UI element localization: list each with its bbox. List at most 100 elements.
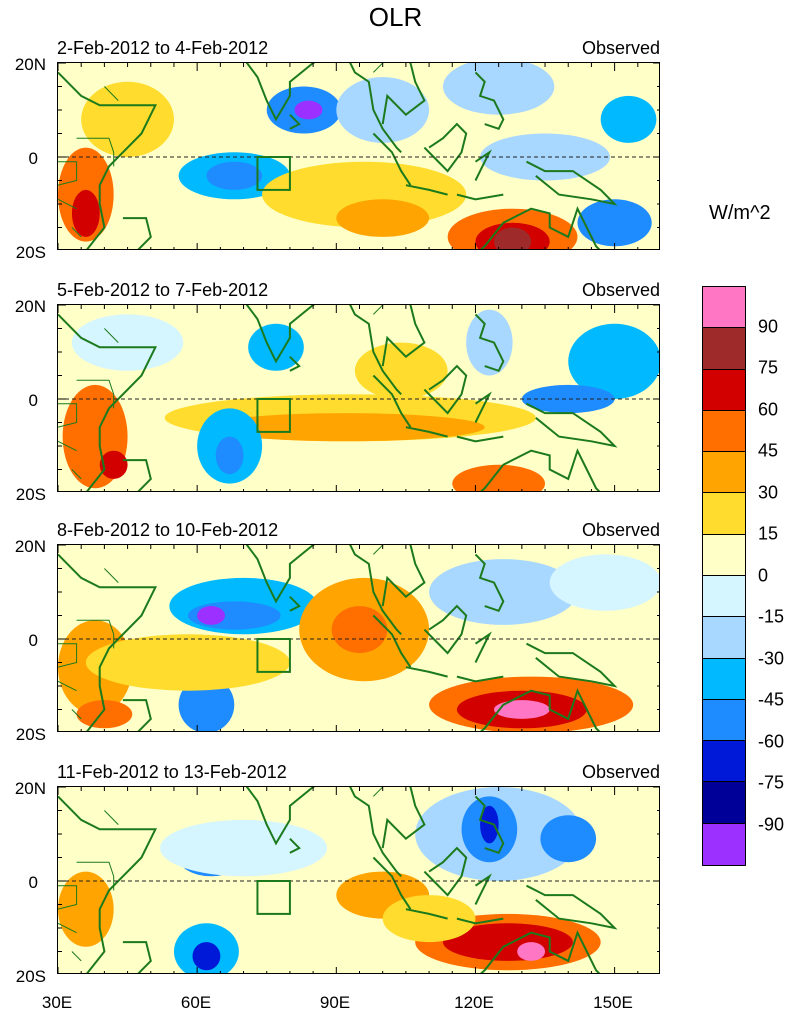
panel-1-map-svg: [58, 63, 659, 249]
coastline: [480, 688, 601, 731]
colorbar-label-90: 90: [758, 316, 779, 337]
coastline: [526, 642, 618, 688]
y-tick-20n: 20N: [14, 55, 46, 74]
x-tick-120e: 120E: [454, 993, 494, 1012]
olr-anomaly-region: [480, 133, 610, 181]
country-border: [58, 922, 77, 934]
coastline: [372, 374, 412, 428]
coastline: [245, 545, 402, 635]
coastline: [474, 391, 492, 423]
panel-4-map: [57, 786, 660, 974]
coastline: [381, 787, 426, 849]
coastline: [405, 426, 448, 438]
coastline: [289, 837, 301, 854]
index-box: [256, 156, 291, 191]
y-tick-0: 0: [28, 149, 38, 168]
index-box: [256, 638, 291, 673]
olr-anomaly-region: [568, 323, 659, 399]
colorbar-label-75: 75: [758, 357, 779, 378]
colorbar-swatch: [703, 410, 745, 453]
coastline: [480, 448, 601, 491]
x-tick-60e: 60E: [180, 993, 212, 1012]
country-border: [76, 619, 115, 649]
coastline: [381, 545, 426, 607]
colorbar-swatch: [703, 534, 745, 576]
colorbar-swatch: [703, 782, 745, 824]
coastline: [456, 193, 504, 201]
index-box: [256, 880, 291, 915]
olr-anomaly-region: [577, 199, 652, 247]
olr-anomaly-region: [99, 450, 128, 479]
olr-anomaly-region: [521, 384, 615, 414]
coastline: [372, 856, 412, 910]
colorbar-label-neg75: -75: [758, 772, 785, 793]
panel-2-date-range: 5-Feb-2012 to 7-Feb-2012: [57, 280, 269, 300]
colorbar-label-neg45: -45: [758, 689, 785, 710]
olr-anomaly-region: [600, 95, 657, 143]
panel-4: 11-Feb-2012 to 13-Feb-2012 Observed 20N …: [0, 762, 700, 1002]
olr-anomaly-region: [443, 63, 555, 115]
index-box: [256, 398, 291, 433]
panel-3-map: [57, 544, 660, 732]
colorbar-label-neg30: -30: [758, 648, 785, 669]
colorbar-swatch: [703, 452, 745, 494]
country-border: [104, 568, 119, 583]
panel-1-date-range: 2-Feb-2012 to 4-Feb-2012: [57, 38, 269, 58]
y-tick-0: 0: [28, 631, 38, 650]
olr-anomaly-region: [76, 700, 133, 729]
panel-1-map: [57, 62, 660, 250]
olr-anomaly-region: [466, 309, 513, 376]
coastline: [526, 884, 618, 930]
olr-anomaly-region: [294, 100, 323, 120]
olr-anomaly-region: [215, 436, 244, 475]
x-tick-150e: 150E: [593, 993, 633, 1012]
coastline: [423, 364, 468, 415]
country-border: [58, 680, 77, 692]
coastline: [381, 63, 426, 125]
colorbar-label-neg90: -90: [758, 814, 785, 835]
coastline: [474, 313, 505, 373]
country-border: [58, 643, 78, 668]
country-border: [373, 63, 384, 73]
olr-anomaly-region: [494, 227, 532, 249]
coastline: [474, 553, 505, 613]
coastline: [245, 787, 402, 877]
coastline: [289, 355, 301, 372]
y-tick-20n: 20N: [14, 537, 46, 556]
x-tick-90e: 90E: [319, 993, 351, 1012]
olr-anomaly-region: [71, 189, 100, 237]
coastline: [526, 160, 618, 206]
coastline: [289, 595, 301, 612]
panel-3-map-svg: [58, 545, 659, 731]
colorbar-swatch: [703, 658, 745, 700]
olr-anomaly-region: [517, 942, 546, 961]
y-tick-20n: 20N: [14, 297, 46, 316]
coastline: [58, 795, 158, 973]
olr-anomaly-region: [206, 413, 485, 442]
coastline: [423, 846, 468, 897]
country-border: [71, 469, 82, 480]
coastline: [423, 122, 468, 173]
y-tick-0: 0: [28, 391, 38, 410]
coastline: [474, 795, 505, 855]
coastline: [58, 553, 158, 731]
country-border: [58, 198, 77, 210]
x-axis-labels: 30E 60E 90E 120E 150E: [0, 993, 700, 1013]
colorbar-label-45: 45: [758, 440, 779, 461]
panel-4-map-svg: [58, 787, 659, 973]
country-border: [58, 403, 78, 428]
olr-anomaly-region: [331, 606, 388, 654]
olr-anomaly-region: [354, 342, 448, 399]
panel-1: 2-Feb-2012 to 4-Feb-2012 Observed 20N 0 …: [0, 38, 700, 278]
coastline: [526, 402, 618, 448]
country-border: [104, 810, 119, 825]
coastline: [122, 217, 152, 249]
country-border: [104, 86, 119, 101]
coastline: [480, 930, 601, 973]
coastline: [456, 917, 504, 925]
country-border: [71, 951, 82, 962]
panel-2-label: Observed: [581, 280, 660, 300]
colorbar-swatch: [703, 369, 745, 411]
country-border: [76, 137, 115, 167]
coastline: [474, 873, 492, 905]
